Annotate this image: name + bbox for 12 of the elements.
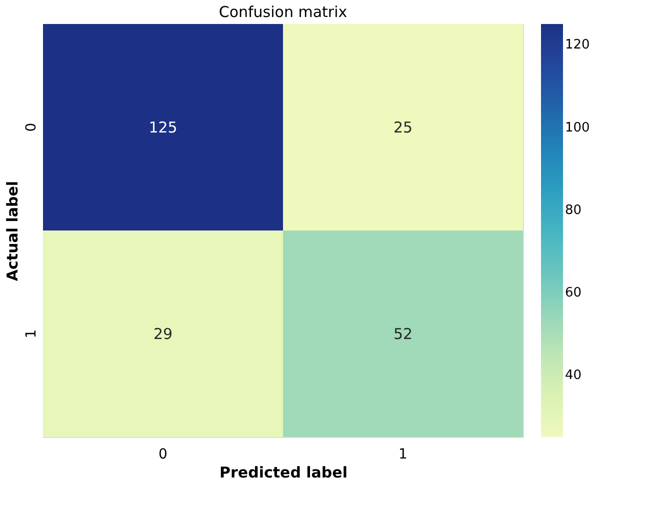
color-bar-label: 120 [565,38,590,53]
color-bar-label: 80 [565,202,582,218]
x-axis-title: Predicted label [220,464,348,482]
color-bar-label: 60 [565,285,582,300]
data-label: 25 [393,118,413,136]
color-bar-label: 100 [565,120,590,136]
y-axis-title: Actual label [4,180,22,282]
data-label: 125 [148,118,178,136]
chart-title: Confusion matrix [218,3,348,21]
data-label: 29 [153,324,173,343]
data-label: 52 [393,324,413,343]
color-bar-label: 40 [565,368,582,384]
